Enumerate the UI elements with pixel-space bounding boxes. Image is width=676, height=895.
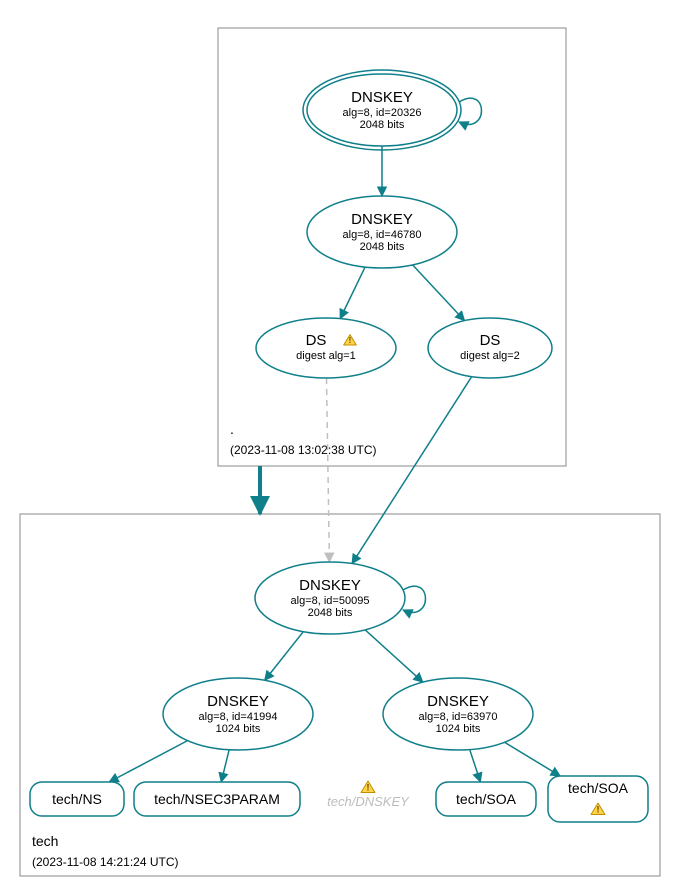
node-line2-techZSK1: alg=8, id=41994 (199, 711, 278, 723)
rr-label-nsec: tech/NSEC3PARAM (154, 791, 280, 807)
node-line2-ds1: digest alg=1 (296, 350, 356, 362)
zone-timestamp-tech: (2023-11-08 14:21:24 UTC) (32, 855, 179, 869)
node-soa2: tech/SOA! (548, 776, 648, 822)
node-rootKSK: DNSKEYalg=8, id=203262048 bits (303, 70, 482, 150)
edge-techZSK1-to-ns (109, 741, 187, 782)
edge-techZSK1-to-nsec (221, 750, 229, 782)
node-line3-techZSK1: 1024 bits (216, 723, 261, 735)
node-soa1: tech/SOA (436, 782, 536, 816)
zone-timestamp-root: (2023-11-08 13:02:38 UTC) (230, 443, 377, 457)
node-line2-rootZSK: alg=8, id=46780 (343, 229, 422, 241)
edge-techZSK2-to-soa1 (470, 750, 481, 782)
node-rootZSK: DNSKEYalg=8, id=467802048 bits (307, 196, 457, 268)
node-techKSK: DNSKEYalg=8, id=500952048 bits (255, 562, 426, 634)
edge-techKSK-to-techZSK2 (365, 630, 423, 682)
diagram-canvas: . (2023-11-08 13:02:38 UTC) tech (2023-11-0… (0, 0, 676, 895)
node-line2-techZSK2: alg=8, id=63970 (419, 711, 498, 723)
node-line3-rootKSK: 2048 bits (360, 119, 405, 131)
node-title-rootZSK: DNSKEY (351, 211, 413, 228)
node-ds1: DS! digest alg=1 (256, 318, 396, 378)
node-line3-techZSK2: 1024 bits (436, 723, 481, 735)
zone-label-tech: tech (32, 833, 58, 849)
svg-text:!: ! (597, 804, 600, 814)
node-line3-techKSK: 2048 bits (308, 607, 353, 619)
node-title-techKSK: DNSKEY (299, 577, 361, 594)
node-title-ds1: DS (306, 332, 327, 349)
self-loop-rootKSK (459, 98, 482, 124)
node-nsec: tech/NSEC3PARAM (134, 782, 300, 816)
edge-ds1-to-techKSK (326, 378, 329, 562)
edge-rootZSK-to-ds2 (413, 265, 465, 321)
edge-rootZSK-to-ds1 (340, 267, 365, 319)
self-loop-techKSK (403, 586, 426, 612)
edge-ds2-to-techKSK (352, 377, 472, 564)
svg-text:!: ! (367, 782, 370, 792)
node-line2-ds2: digest alg=2 (460, 350, 520, 362)
edge-techZSK2-to-soa2 (505, 742, 561, 776)
node-line2-rootKSK: alg=8, id=20326 (343, 107, 422, 119)
node-techZSK1: DNSKEYalg=8, id=419941024 bits (163, 678, 313, 750)
zone-label-root: . (230, 421, 234, 437)
edge-techKSK-to-techZSK1 (265, 632, 304, 681)
node-ds2: DSdigest alg=2 (428, 318, 552, 378)
node-title-techZSK1: DNSKEY (207, 693, 269, 710)
ghost-label-ghost: tech/DNSKEY (327, 794, 410, 809)
node-line2-techKSK: alg=8, id=50095 (291, 595, 370, 607)
node-ghost: ! tech/DNSKEY (327, 781, 410, 809)
node-ns: tech/NS (30, 782, 124, 816)
node-title-techZSK2: DNSKEY (427, 693, 489, 710)
rr-label-soa2: tech/SOA (568, 780, 629, 796)
warning-icon: ! (361, 781, 375, 793)
node-techZSK2: DNSKEYalg=8, id=639701024 bits (383, 678, 533, 750)
rr-label-ns: tech/NS (52, 791, 102, 807)
svg-text:!: ! (349, 336, 352, 345)
rr-label-soa1: tech/SOA (456, 791, 517, 807)
node-title-rootKSK: DNSKEY (351, 89, 413, 106)
node-line3-rootZSK: 2048 bits (360, 241, 405, 253)
node-title-ds2: DS (480, 332, 501, 349)
